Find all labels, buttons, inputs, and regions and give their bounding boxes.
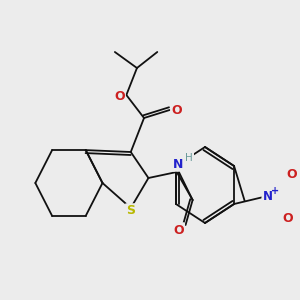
Text: O: O — [283, 212, 293, 226]
Text: S: S — [126, 205, 135, 218]
Text: N: N — [173, 158, 184, 170]
Text: O: O — [173, 224, 184, 236]
Text: N: N — [263, 190, 273, 202]
Text: H: H — [185, 153, 193, 163]
Text: O: O — [114, 91, 124, 103]
Text: O: O — [171, 103, 182, 116]
Text: O: O — [286, 169, 297, 182]
Text: +: + — [271, 186, 279, 196]
